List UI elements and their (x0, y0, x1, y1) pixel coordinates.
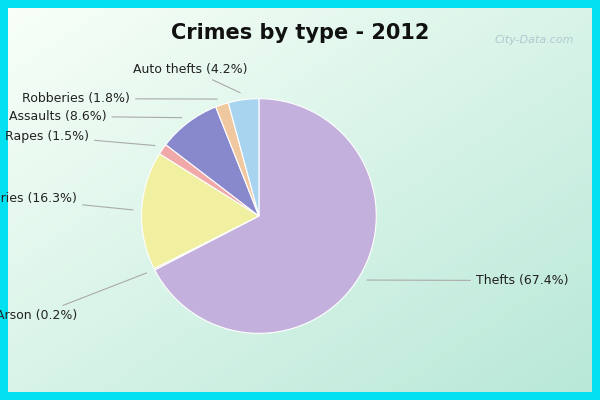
Text: Auto thefts (4.2%): Auto thefts (4.2%) (133, 63, 247, 93)
Wedge shape (166, 107, 259, 216)
Text: Crimes by type - 2012: Crimes by type - 2012 (171, 23, 429, 43)
Text: Assaults (8.6%): Assaults (8.6%) (9, 110, 182, 123)
Text: Thefts (67.4%): Thefts (67.4%) (367, 274, 568, 287)
Text: Rapes (1.5%): Rapes (1.5%) (5, 130, 155, 146)
Wedge shape (155, 99, 376, 333)
Text: Arson (0.2%): Arson (0.2%) (0, 273, 146, 322)
Wedge shape (154, 216, 259, 270)
Wedge shape (142, 154, 259, 269)
Wedge shape (160, 145, 259, 216)
Text: Robberies (1.8%): Robberies (1.8%) (22, 92, 217, 105)
Wedge shape (216, 103, 259, 216)
Wedge shape (229, 99, 259, 216)
Text: City-Data.com: City-Data.com (495, 35, 574, 45)
Text: Burglaries (16.3%): Burglaries (16.3%) (0, 192, 133, 210)
